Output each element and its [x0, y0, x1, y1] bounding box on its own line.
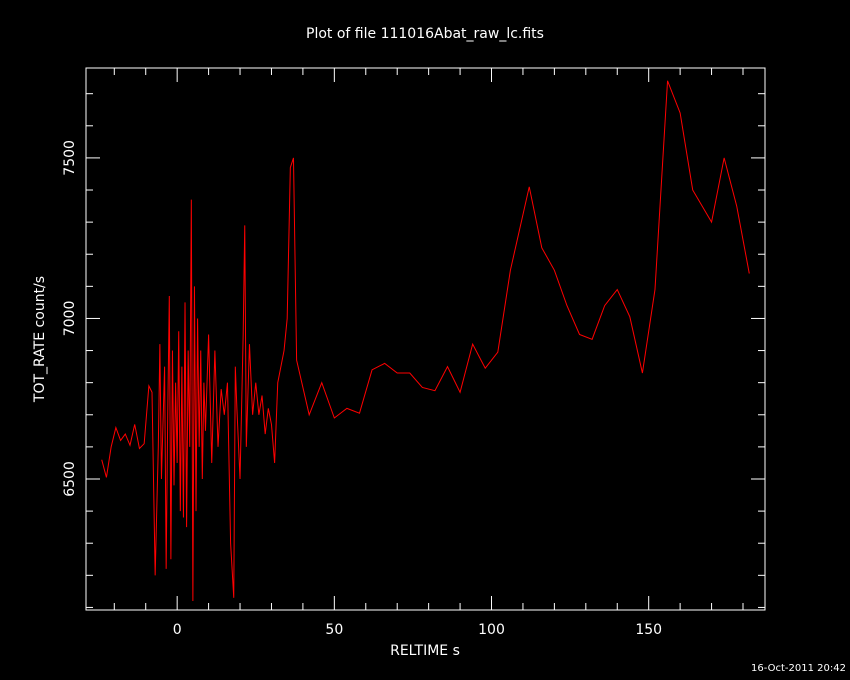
y-tick-label: 7000 — [62, 301, 78, 337]
y-tick-label: 6500 — [62, 461, 78, 497]
x-tick-label: 50 — [325, 622, 343, 638]
x-axis-label: RELTIME s — [390, 643, 460, 659]
x-tick-label: 150 — [635, 622, 662, 638]
y-tick-label: 7500 — [62, 140, 78, 176]
chart-title: Plot of file 111016Abat_raw_lc.fits — [306, 26, 544, 42]
x-tick-label: 100 — [478, 622, 505, 638]
y-axis-label: TOT_RATE count/s — [32, 276, 48, 403]
light-curve — [101, 80, 750, 602]
x-tick-label: 0 — [173, 622, 182, 638]
plot-frame — [85, 67, 766, 611]
footer-timestamp: 16-Oct-2011 20:42 — [751, 663, 846, 674]
